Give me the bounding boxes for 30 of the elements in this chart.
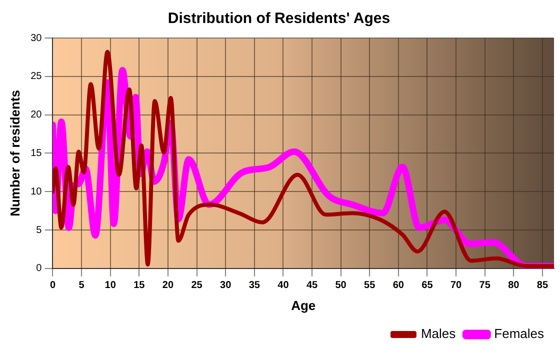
y-tick-label: 5 (36, 224, 42, 236)
x-tick-label: 0 (50, 280, 56, 292)
x-tick-label: 20 (162, 280, 174, 292)
x-tick-label: 5 (78, 280, 85, 292)
x-tick-label: 60 (392, 280, 404, 292)
x-axis-title: Age (291, 298, 316, 313)
x-tick-label: 45 (306, 280, 318, 292)
x-tick-label: 35 (248, 280, 260, 292)
y-tick-label: 0 (36, 263, 42, 274)
y-tick-label: 25 (30, 71, 42, 82)
legend-label: Males (420, 326, 456, 342)
x-tick-label: 10 (104, 280, 116, 292)
x-tick-label: 30 (220, 280, 232, 292)
x-tick-label: 65 (422, 280, 434, 292)
x-tick-label: 70 (450, 280, 462, 292)
chart-title: Distribution of Residents' Ages (168, 10, 390, 28)
y-tick-label: 20 (30, 110, 42, 121)
x-tick-label: 15 (134, 280, 146, 292)
x-tick-label: 25 (191, 280, 203, 292)
y-axis-title: Number of residents (7, 90, 22, 216)
y-tick-label: 10 (30, 186, 42, 198)
x-tick-label: 85 (536, 280, 548, 292)
x-tick-label: 80 (508, 280, 520, 292)
x-tick-label: 55 (364, 280, 376, 292)
x-tick-label: 40 (278, 280, 290, 292)
x-tick-label: 75 (479, 280, 491, 292)
x-tick-label: 50 (335, 280, 347, 292)
y-tick-label: 15 (30, 148, 42, 159)
legend-label: Females (494, 326, 544, 342)
y-tick-label: 30 (30, 32, 42, 44)
